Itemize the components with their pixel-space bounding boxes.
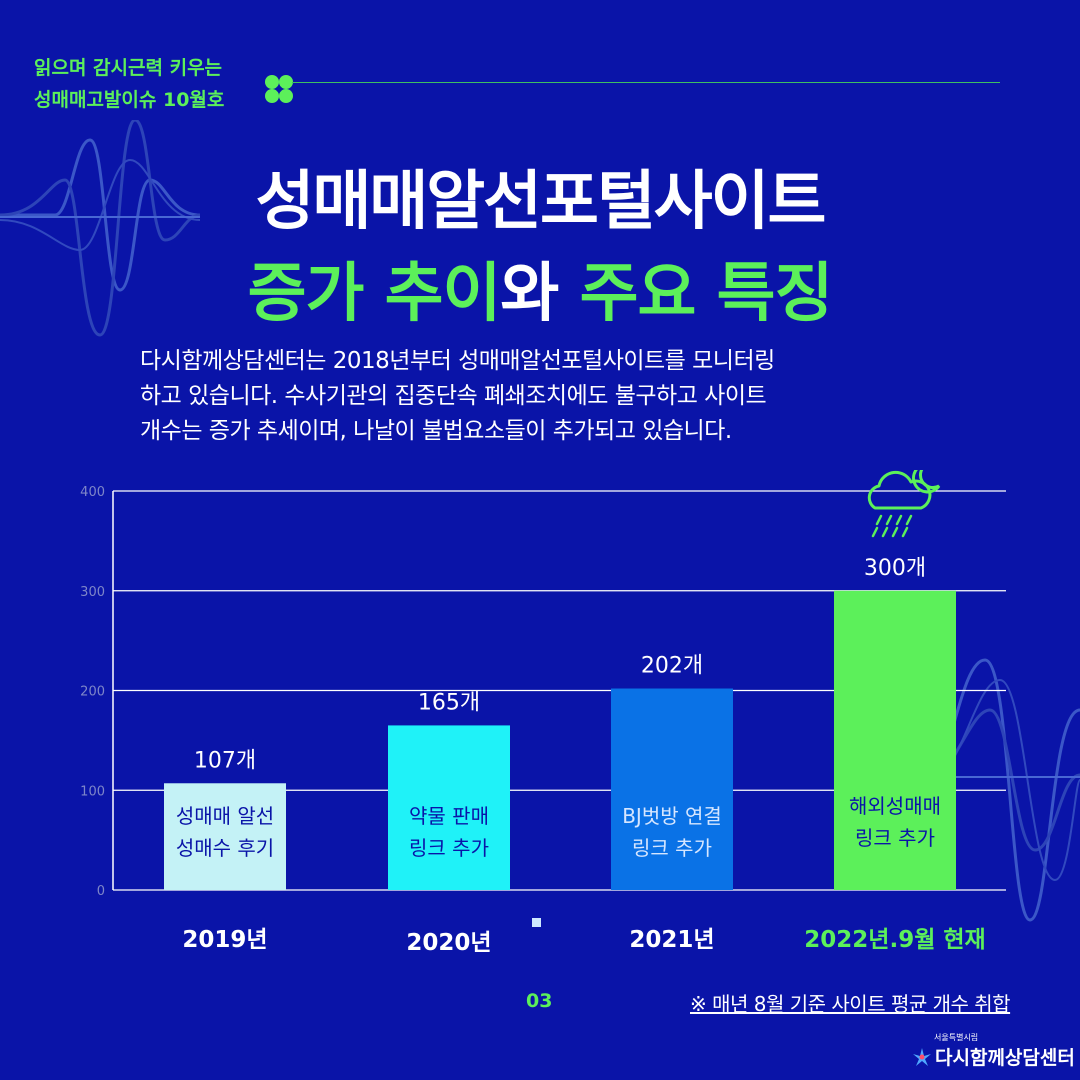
bar-annotation: 성매매 알선 (176, 804, 274, 828)
bar (388, 725, 510, 890)
bar-annotation: BJ벗방 연결 (622, 804, 722, 828)
x-category-label: 2020년 (406, 930, 491, 956)
bar (164, 783, 286, 890)
y-tick-label: 200 (80, 685, 105, 700)
x-category-label: 2021년 (629, 927, 714, 953)
decorative-waves-left (0, 120, 200, 337)
brand-logo-icon (913, 1047, 931, 1066)
description-line2: 하고 있습니다. 수사기관의 집중단속 폐쇄조치에도 불구하고 사이트 (140, 383, 767, 409)
title-highlight-2: 주요 특징 (579, 257, 834, 331)
tagline: 읽으며 감시근력 키우는 성매매고발이슈 10월호 (34, 52, 224, 116)
value-label: 165개 (418, 690, 480, 715)
y-tick-label: 400 (80, 485, 105, 500)
title-highlight-1: 증가 추이 (247, 257, 502, 331)
y-tick-label: 300 (80, 585, 105, 600)
bar-annotation: 약물 판매 (409, 804, 489, 828)
value-label: 300개 (864, 556, 926, 581)
brand-subtitle: 서울특별시립 (934, 1033, 979, 1042)
bar-annotation: 링크 추가 (632, 836, 712, 860)
page-number: 03 (526, 990, 553, 1012)
bar-annotation: 링크 추가 (855, 826, 935, 850)
tagline-line2: 성매매고발이슈 10월호 (34, 89, 225, 111)
value-label: 107개 (194, 748, 256, 773)
footnote: ※ 매년 8월 기준 사이트 평균 개수 취합 (690, 992, 1011, 1016)
decorative-waves-right (930, 658, 1080, 922)
y-tick-label: 0 (97, 884, 105, 899)
title-connector: 와 (500, 257, 580, 331)
page-title-line1: 성매매알선포털사이트 (255, 165, 827, 239)
x-category-label: 2019년 (182, 927, 267, 953)
bar-annotation: 링크 추가 (409, 836, 489, 860)
description: 다시함께상담센터는 2018년부터 성매매알선포털사이트를 모니터링 하고 있습… (140, 344, 970, 449)
bar (611, 688, 733, 890)
brand-name: 다시함께상담센터 (935, 1047, 1075, 1069)
brand: 서울특별시립 다시함께상담센터 (912, 1032, 1075, 1070)
cloud-moon-rain-icon (867, 470, 941, 538)
page-title-line2: 증가 추이와 주요 특징 (0, 242, 1080, 334)
bar (834, 590, 956, 890)
tagline-line1: 읽으며 감시근력 키우는 (34, 57, 223, 79)
description-line1: 다시함께상담센터는 2018년부터 성매매알선포털사이트를 모니터링 (140, 348, 775, 374)
bar-annotation: 해외성매매 (849, 794, 941, 818)
y-tick-label: 100 (80, 784, 105, 799)
description-line3: 개수는 증가 추세이며, 나날이 불법요소들이 추가되고 있습니다. (140, 418, 732, 444)
clover-icon (265, 75, 293, 103)
bar-annotation: 성매수 후기 (176, 836, 274, 860)
header-divider (292, 82, 1000, 83)
decorative-square (532, 918, 541, 927)
x-category-label: 2022년.9월 현재 (804, 927, 985, 953)
value-label: 202개 (641, 654, 703, 679)
